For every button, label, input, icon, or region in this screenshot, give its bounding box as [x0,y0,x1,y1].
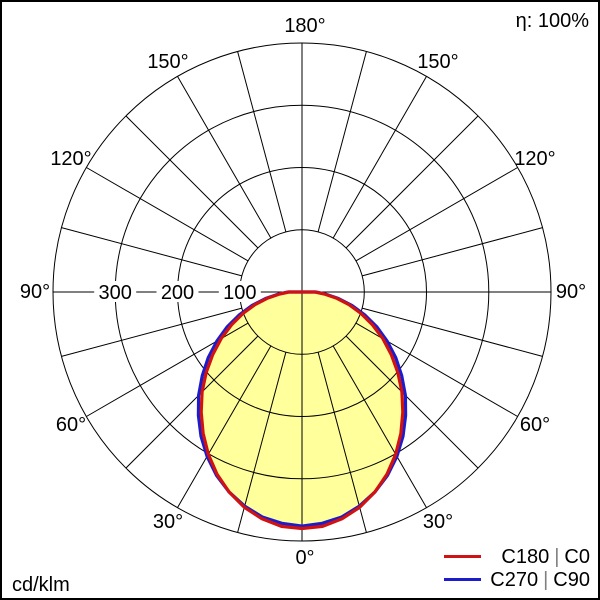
legend-label-c270-c90: C270 | C90 [490,570,590,590]
legend-plane-b: C90 [553,568,590,591]
radial-tick-label: 200 [161,282,194,304]
unit-label: cd/klm [12,574,70,596]
radial-tick-label: 300 [99,282,132,304]
legend-plane-b: C0 [564,545,590,568]
legend-plane-a: C270 [490,568,539,591]
legend-item-c180-c0: C180 | C0 [444,545,590,568]
radial-tick-bg [156,281,199,302]
legend-line-blue [444,578,481,581]
legend: C180 | C0 C270 | C90 [444,545,590,591]
legend-plane-a: C180 [501,545,550,568]
legend-item-c270-c90: C270 | C90 [444,568,590,591]
radial-tick-bg [94,281,137,302]
legend-separator: | [554,545,560,568]
radial-tick-label: 100 [223,282,256,304]
legend-label-c180-c0: C180 | C0 [501,547,590,567]
legend-separator: | [543,568,549,591]
radial-tick-bg [218,281,261,302]
curve-c270-c90 [196,290,408,528]
legend-line-red [444,555,481,558]
curve-c180-c0 [199,290,405,531]
efficiency-label: η: 100% [515,10,589,32]
